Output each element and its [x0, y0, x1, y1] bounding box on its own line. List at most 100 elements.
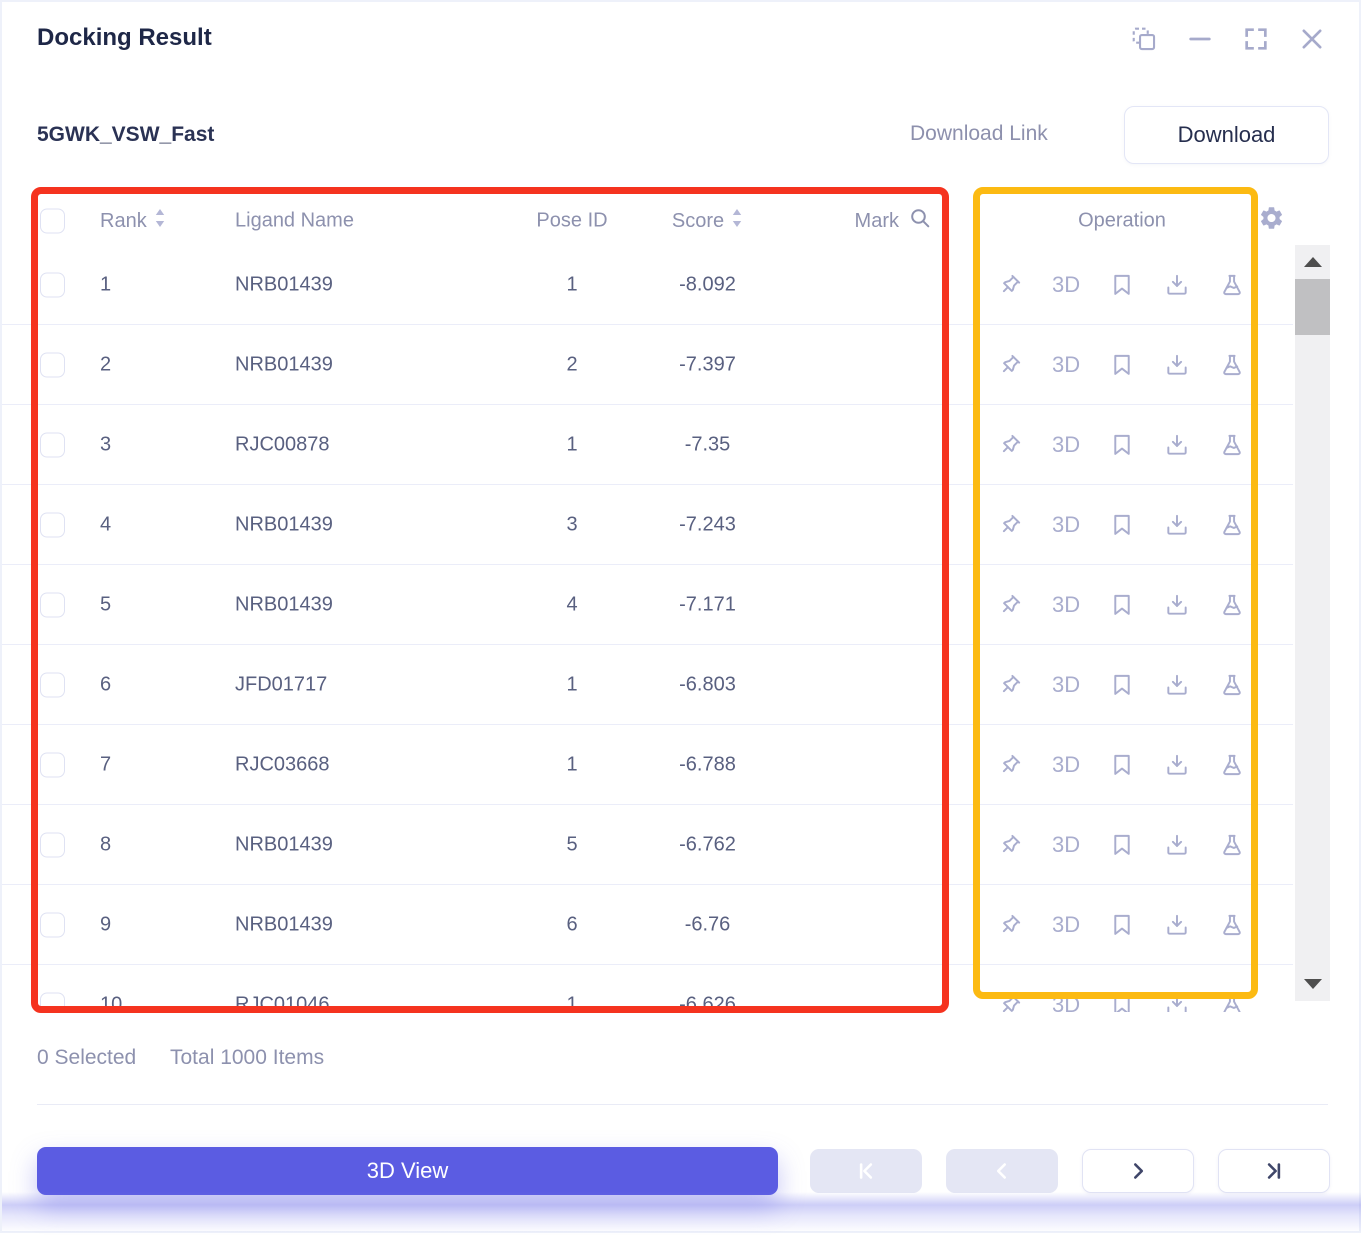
- row-checkbox[interactable]: [40, 272, 65, 297]
- view-3d-button[interactable]: 3D: [1051, 431, 1081, 457]
- flask-icon[interactable]: [1219, 912, 1245, 938]
- flask-icon[interactable]: [1219, 512, 1245, 538]
- search-icon[interactable]: [908, 206, 932, 236]
- prev-page-icon[interactable]: [946, 1149, 1058, 1193]
- row-checkbox[interactable]: [40, 512, 65, 537]
- download-icon[interactable]: [1164, 512, 1190, 538]
- scroll-down-icon[interactable]: [1295, 969, 1330, 999]
- download-icon[interactable]: [1164, 592, 1190, 618]
- cell-rank: 8: [100, 833, 112, 855]
- download-link[interactable]: Download Link: [910, 122, 1048, 145]
- pin-icon[interactable]: [997, 912, 1023, 938]
- row-operations: 3D: [997, 672, 1245, 698]
- flask-icon[interactable]: [1219, 672, 1245, 698]
- column-mark: Mark: [854, 209, 899, 232]
- view-3d-button[interactable]: 3D: [1051, 591, 1081, 617]
- pin-icon[interactable]: [997, 752, 1023, 778]
- view-3d-button[interactable]: 3D: [1051, 511, 1081, 537]
- row-checkbox[interactable]: [40, 912, 65, 937]
- row-checkbox[interactable]: [40, 752, 65, 777]
- flask-icon[interactable]: [1219, 592, 1245, 618]
- bookmark-icon[interactable]: [1109, 592, 1135, 618]
- pin-icon[interactable]: [997, 592, 1023, 618]
- bookmark-icon[interactable]: [1109, 432, 1135, 458]
- view-3d-button[interactable]: 3D: [1051, 671, 1081, 697]
- row-operations: 3D: [997, 512, 1245, 538]
- bookmark-icon[interactable]: [1109, 512, 1135, 538]
- sort-icon[interactable]: [731, 207, 743, 235]
- flask-icon[interactable]: [1219, 432, 1245, 458]
- pin-icon[interactable]: [997, 432, 1023, 458]
- view-3d-button[interactable]: 3D: [1051, 911, 1081, 937]
- bookmark-icon[interactable]: [1109, 832, 1135, 858]
- bookmark-icon[interactable]: [1109, 752, 1135, 778]
- download-icon[interactable]: [1164, 912, 1190, 938]
- flask-icon[interactable]: [1219, 352, 1245, 378]
- flask-icon[interactable]: [1219, 832, 1245, 858]
- cell-rank: 3: [100, 433, 112, 455]
- pin-icon[interactable]: [997, 352, 1023, 378]
- bookmark-icon[interactable]: [1109, 672, 1135, 698]
- cell-rank: 2: [100, 353, 112, 375]
- row-checkbox[interactable]: [40, 672, 65, 697]
- scrollbar-thumb[interactable]: [1295, 279, 1330, 335]
- download-icon[interactable]: [1164, 832, 1190, 858]
- row-checkbox[interactable]: [40, 352, 65, 377]
- flask-icon[interactable]: [1219, 752, 1245, 778]
- scroll-up-icon[interactable]: [1295, 247, 1330, 277]
- view-3d-button[interactable]: 3D View: [37, 1147, 778, 1195]
- row-checkbox[interactable]: [40, 432, 65, 457]
- bookmark-icon[interactable]: [1109, 912, 1135, 938]
- fullscreen-icon[interactable]: [1241, 24, 1271, 54]
- view-3d-button[interactable]: 3D: [1051, 351, 1081, 377]
- row-checkbox[interactable]: [40, 992, 65, 1012]
- download-icon[interactable]: [1164, 352, 1190, 378]
- cell-ligand-name: NRB01439: [235, 353, 333, 375]
- pin-icon[interactable]: [997, 512, 1023, 538]
- row-checkbox[interactable]: [40, 832, 65, 857]
- sort-icon[interactable]: [154, 207, 166, 235]
- table-row: 7 RJC03668 1 -6.788 3D: [2, 725, 1293, 805]
- download-button[interactable]: Download: [1124, 106, 1329, 164]
- cell-pose-id: 5: [566, 833, 578, 855]
- close-icon[interactable]: [1297, 24, 1327, 54]
- cell-score: -8.092: [679, 273, 736, 295]
- table-row: 8 NRB01439 5 -6.762 3D: [2, 805, 1293, 885]
- download-icon[interactable]: [1164, 432, 1190, 458]
- pin-icon[interactable]: [997, 272, 1023, 298]
- page-title: Docking Result: [37, 24, 212, 51]
- first-page-icon[interactable]: [810, 1149, 922, 1193]
- row-operations: 3D: [997, 432, 1245, 458]
- view-3d-button[interactable]: 3D: [1051, 271, 1081, 297]
- flask-icon[interactable]: [1219, 992, 1245, 1012]
- view-3d-button[interactable]: 3D: [1051, 991, 1081, 1013]
- view-3d-button[interactable]: 3D: [1051, 751, 1081, 777]
- download-icon[interactable]: [1164, 672, 1190, 698]
- cell-score: -6.76: [684, 913, 731, 935]
- download-icon[interactable]: [1164, 992, 1190, 1012]
- bookmark-icon[interactable]: [1109, 272, 1135, 298]
- pin-icon[interactable]: [997, 832, 1023, 858]
- minimize-icon[interactable]: [1185, 24, 1215, 54]
- bookmark-icon[interactable]: [1109, 352, 1135, 378]
- next-page-icon[interactable]: [1082, 1149, 1194, 1193]
- flask-icon[interactable]: [1219, 272, 1245, 298]
- bookmark-icon[interactable]: [1109, 992, 1135, 1012]
- row-operations: 3D: [997, 352, 1245, 378]
- pin-icon[interactable]: [997, 992, 1023, 1013]
- row-checkbox[interactable]: [40, 592, 65, 617]
- table-scrollbar[interactable]: [1295, 245, 1330, 1001]
- view-3d-button[interactable]: 3D: [1051, 831, 1081, 857]
- cell-score: -6.803: [679, 673, 736, 695]
- download-icon[interactable]: [1164, 272, 1190, 298]
- pin-icon[interactable]: [997, 672, 1023, 698]
- cell-rank: 1: [100, 273, 112, 295]
- gear-icon[interactable]: [1258, 205, 1285, 238]
- last-page-icon[interactable]: [1218, 1149, 1330, 1193]
- download-icon[interactable]: [1164, 752, 1190, 778]
- select-all-checkbox[interactable]: [40, 208, 65, 234]
- selected-count: 0 Selected: [37, 1046, 137, 1069]
- restore-icon[interactable]: [1129, 24, 1159, 54]
- cell-score: -7.243: [679, 513, 736, 535]
